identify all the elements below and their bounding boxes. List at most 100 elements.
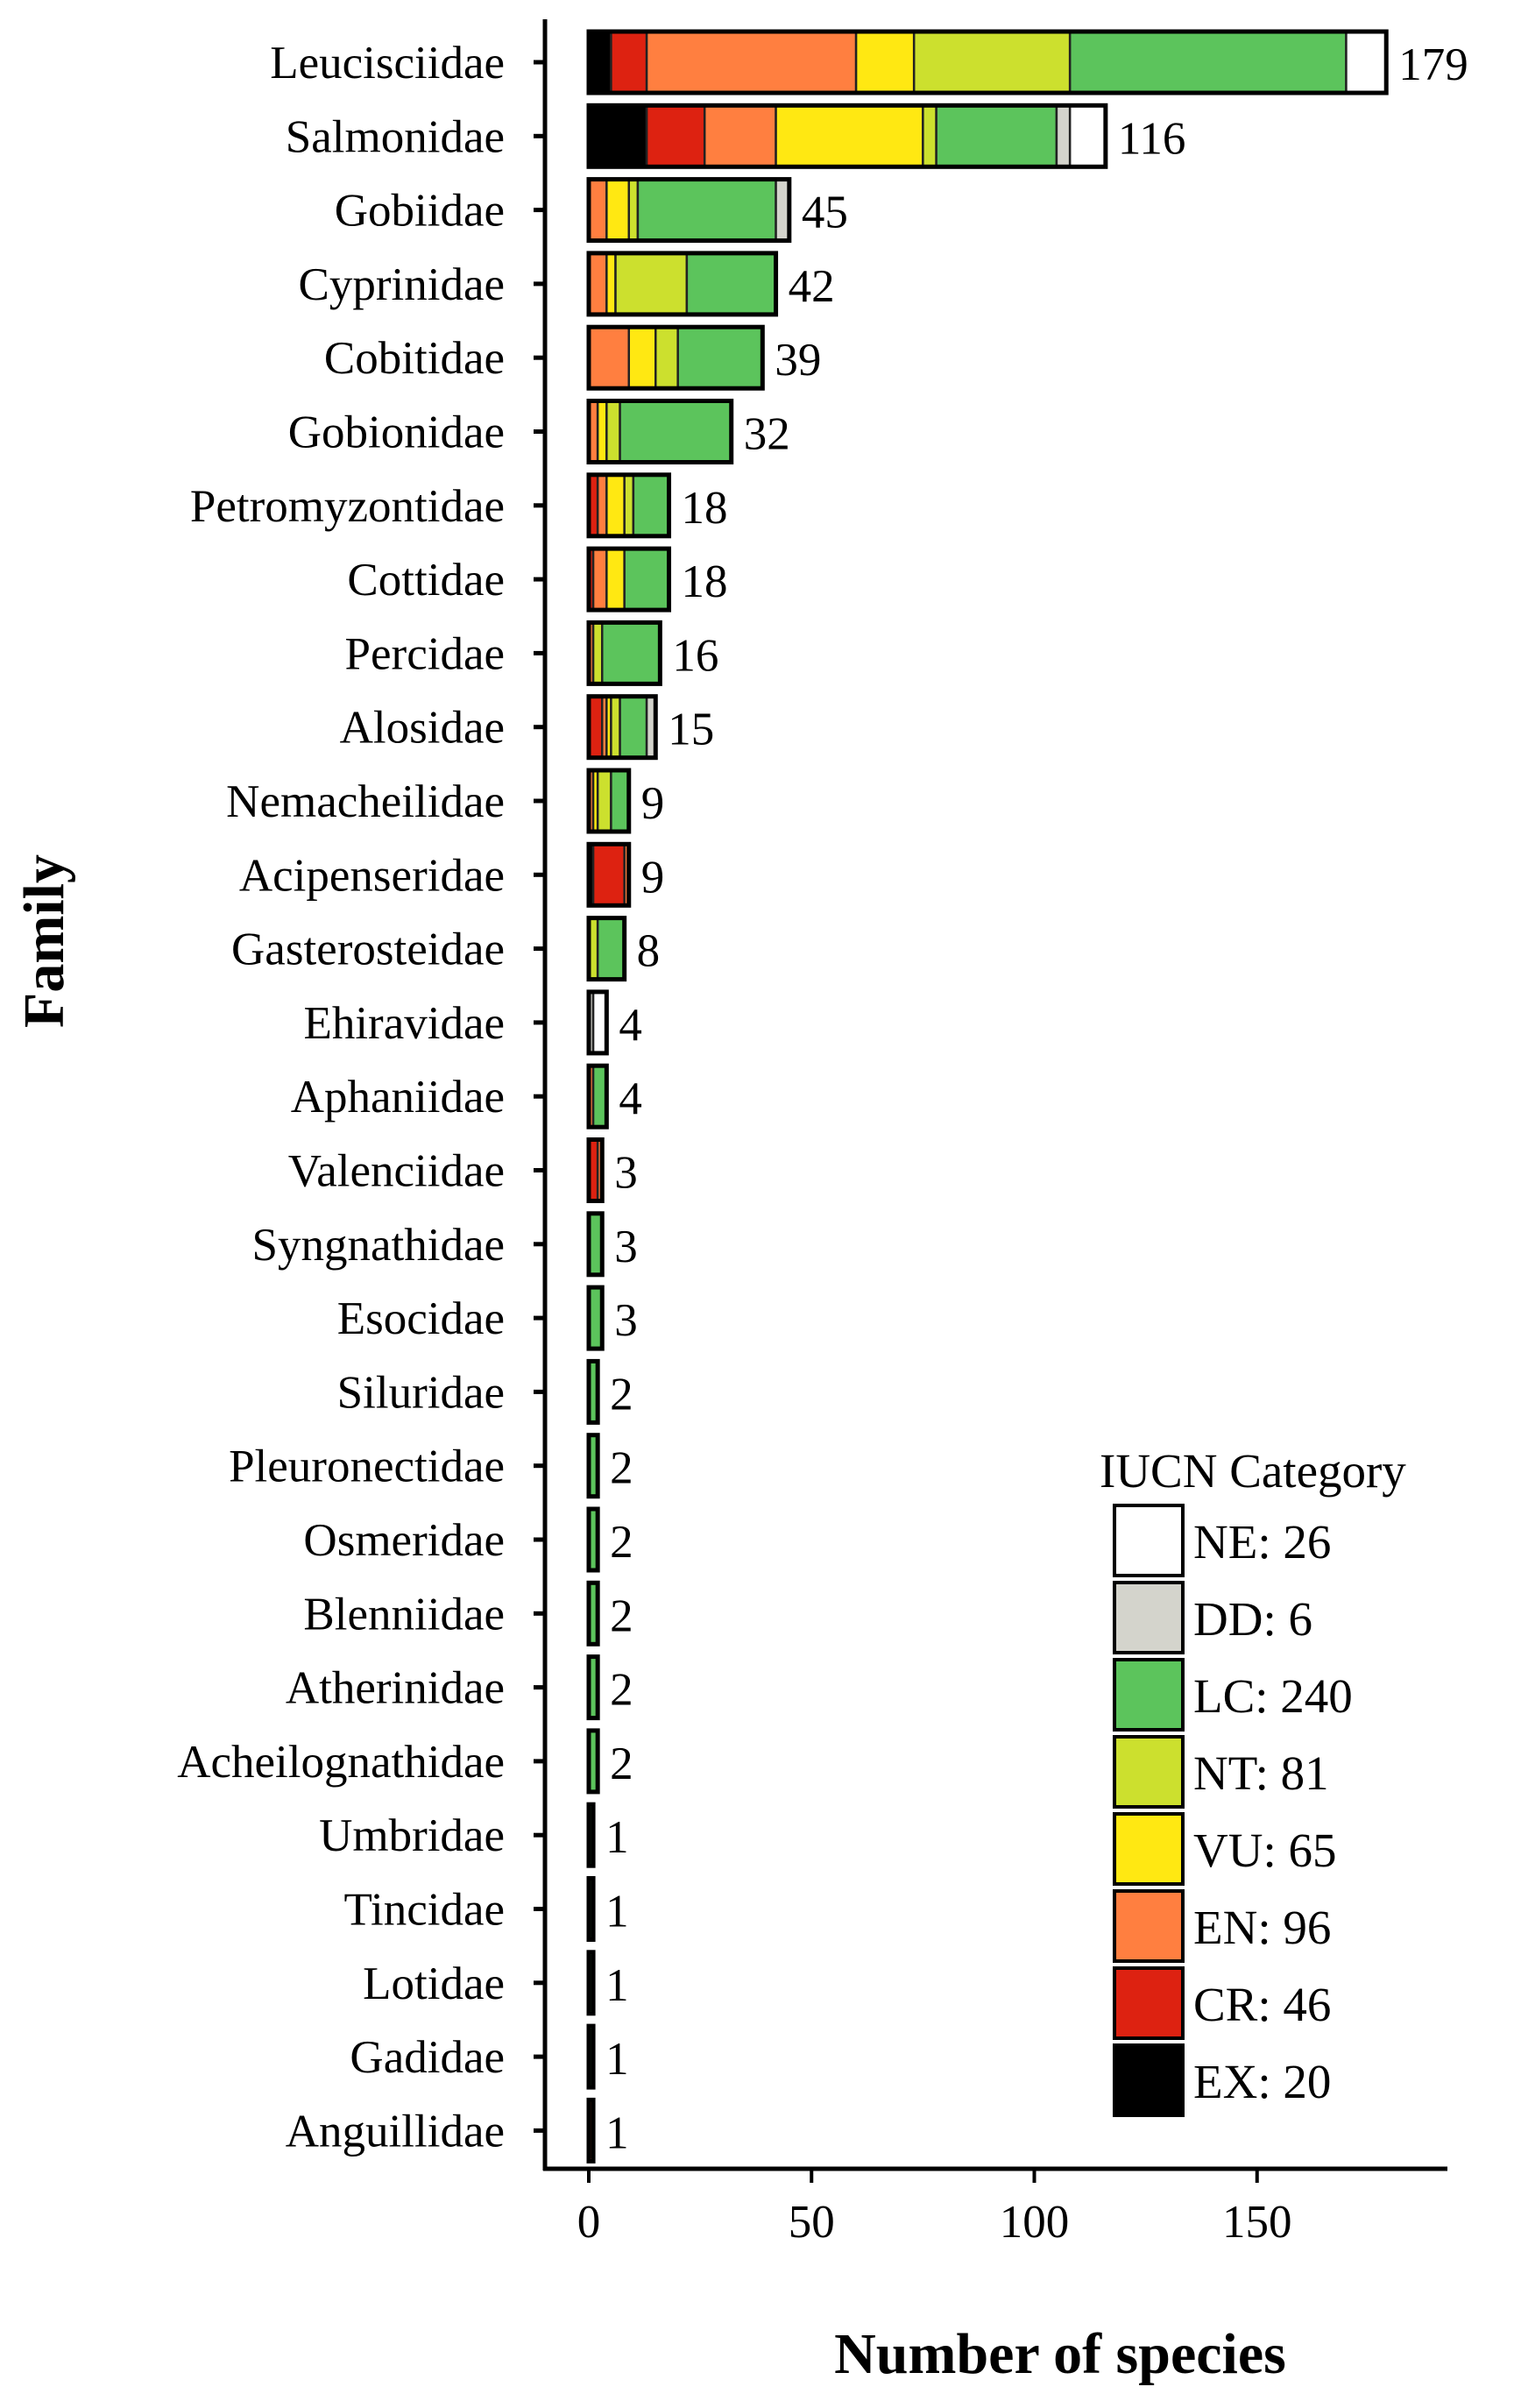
bar-segment-lc xyxy=(685,251,777,316)
legend-label-cr: CR: 46 xyxy=(1193,1978,1331,2031)
bar-total-label: 3 xyxy=(614,1148,638,1199)
legend-swatch-ex xyxy=(1113,2043,1185,2117)
bar-segment-ex xyxy=(587,104,648,168)
bar-segment-cr xyxy=(610,30,648,95)
bar-segment-nt xyxy=(922,104,937,168)
bar-segment-nt xyxy=(614,251,689,316)
family-label: Gobionidae xyxy=(288,407,505,458)
bar-total-label: 1 xyxy=(605,1812,629,1863)
family-label: Alosidae xyxy=(340,703,505,754)
bar-outline xyxy=(586,546,672,613)
bar-segment-en xyxy=(645,30,858,95)
bar-segment-en xyxy=(587,251,608,316)
family-label: Aphaniidae xyxy=(291,1072,505,1123)
bar-outline xyxy=(586,1063,609,1130)
bar-segment-nt xyxy=(591,621,604,685)
legend-label-ex: EX: 20 xyxy=(1193,2055,1331,2108)
bar-outline xyxy=(586,1285,605,1351)
bar-segment-lc xyxy=(623,547,670,612)
bar-outline xyxy=(586,1728,600,1795)
bar-segment-ne xyxy=(1068,104,1107,168)
bar-total-label: 15 xyxy=(668,705,714,755)
family-label: Siluridae xyxy=(337,1367,505,1418)
x-tick-label: 50 xyxy=(789,2197,835,2248)
family-label: Leucisciidae xyxy=(270,38,505,89)
bar-total-label: 32 xyxy=(744,409,790,460)
family-label: Blenniidae xyxy=(303,1589,505,1640)
bar-segment-lc xyxy=(610,768,631,833)
bar-outline xyxy=(586,768,632,834)
family-label: Esocidae xyxy=(337,1293,505,1344)
bar-outline xyxy=(586,989,609,1056)
bar-total-label: 4 xyxy=(619,1073,642,1124)
bar-total-label: 18 xyxy=(682,556,728,607)
bar-outline xyxy=(586,1358,600,1425)
legend-label-dd: DD: 6 xyxy=(1193,1592,1312,1646)
bar-segment-en xyxy=(587,178,608,242)
bar-outline xyxy=(586,251,779,317)
bar-outline xyxy=(586,1654,600,1721)
bar-outline xyxy=(586,472,672,539)
bar-outline xyxy=(586,1580,600,1647)
bar-segment-vu xyxy=(627,325,657,390)
y-axis-title: Family xyxy=(12,854,76,1028)
family-label: Pleuronectidae xyxy=(229,1441,505,1492)
bar-outline xyxy=(586,1950,596,2016)
x-tick-label: 150 xyxy=(1222,2197,1292,2248)
legend-swatch-vu xyxy=(1113,1812,1185,1886)
bar-outline xyxy=(586,841,632,908)
bar-total-label: 2 xyxy=(610,1739,633,1789)
legend-swatch-dd xyxy=(1113,1581,1185,1654)
legend-label-vu: VU: 65 xyxy=(1193,1824,1336,1877)
bar-total-label: 1 xyxy=(605,2034,629,2085)
bar-outline xyxy=(586,916,627,982)
bar-segment-ex xyxy=(587,30,612,95)
family-label: Gobiidae xyxy=(335,186,505,237)
bar-segment-ne xyxy=(1345,30,1388,95)
bar-outline xyxy=(586,2097,596,2164)
bar-total-label: 1 xyxy=(605,1960,629,2011)
bar-total-label: 1 xyxy=(605,1887,629,1937)
bar-segment-vu xyxy=(854,30,916,95)
bar-total-label: 3 xyxy=(614,1222,638,1272)
legend-swatch-ne xyxy=(1113,1504,1185,1577)
bar-segment-nt xyxy=(605,400,621,464)
family-label: Salmonidae xyxy=(286,111,505,162)
bar-total-label: 42 xyxy=(789,261,835,312)
family-label: Cobitidae xyxy=(324,333,505,384)
bar-total-label: 2 xyxy=(610,1369,633,1420)
bar-total-label: 1 xyxy=(605,2107,629,2158)
family-label: Anguillidae xyxy=(286,2106,505,2157)
bar-total-label: 39 xyxy=(775,335,821,386)
bar-count-labels: 1791164542393218181615998443332222221111… xyxy=(605,39,1468,2158)
family-label: Gadidae xyxy=(350,2032,505,2083)
legend-label-nt: NT: 81 xyxy=(1193,1746,1329,1800)
y-tick-labels: Leucisciidae Salmonidae Gobiidae Cyprinidae… xyxy=(177,38,505,2157)
family-label: Osmeridae xyxy=(303,1515,505,1566)
bar-total-label: 2 xyxy=(610,1590,633,1641)
bar-segment-cr xyxy=(645,104,706,168)
bar-segment-vu xyxy=(605,473,626,538)
bar-segment-en xyxy=(703,104,777,168)
bar-total-label: 18 xyxy=(682,483,728,534)
family-label: Gasterosteidae xyxy=(231,924,505,975)
family-label: Tincidae xyxy=(343,1885,505,1936)
axes xyxy=(534,19,1447,2171)
bar-segment-nt xyxy=(596,768,612,833)
bar-segment-en xyxy=(591,547,608,612)
bar-segment-lc xyxy=(632,473,670,538)
bar-segment-vu xyxy=(605,547,626,612)
bars-layer xyxy=(586,29,1389,2164)
bar-outline xyxy=(586,29,1389,96)
family-label: Acipenseridae xyxy=(239,850,505,901)
bar-outline xyxy=(586,1137,605,1203)
legend-swatch-lc xyxy=(1113,1658,1185,1732)
bar-segment-lc xyxy=(676,325,764,390)
bar-outline xyxy=(586,694,658,761)
bar-total-label: 3 xyxy=(614,1295,638,1346)
x-tick-labels: 0 50 100 150 xyxy=(577,2169,1292,2248)
family-label: Acheilognathidae xyxy=(177,1737,505,1788)
bar-outline xyxy=(586,399,734,464)
bar-total-label: 4 xyxy=(619,1000,642,1051)
